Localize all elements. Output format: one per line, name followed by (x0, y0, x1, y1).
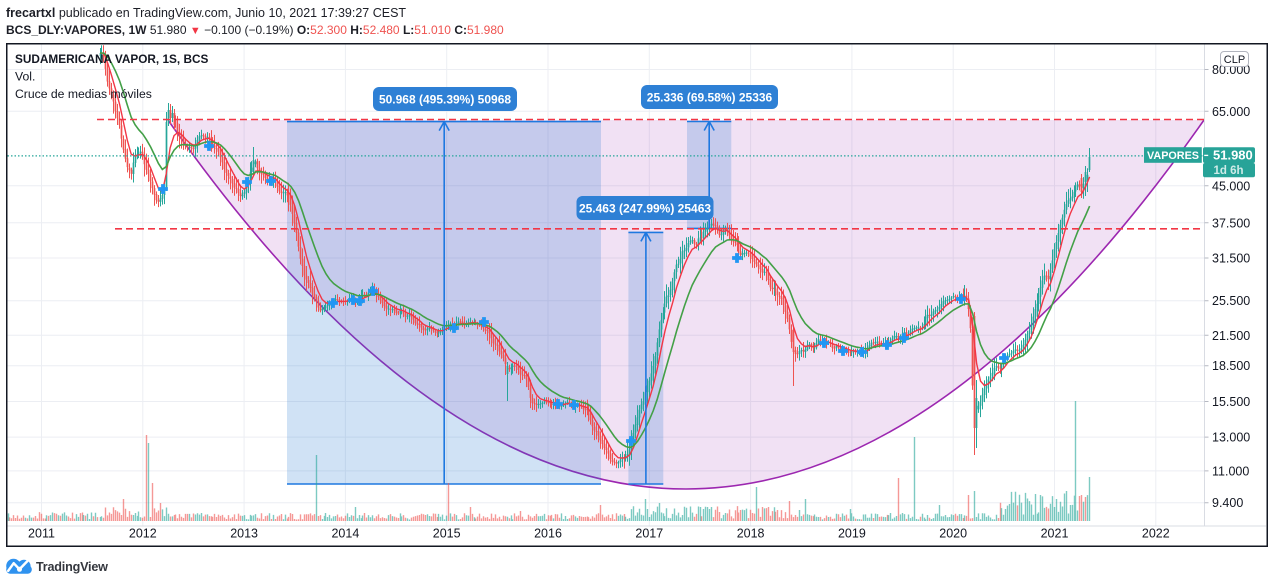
svg-text:45.000: 45.000 (1212, 179, 1250, 193)
svg-text:21.500: 21.500 (1212, 329, 1250, 343)
svg-text:Vol.: Vol. (15, 70, 35, 84)
svg-text:2020: 2020 (939, 527, 967, 541)
svg-text:BCS_DLY:VAPORES, 1W 51.980 ▼: BCS_DLY:VAPORES, 1W 51.980 ▼ −0.100 (−0.… (6, 23, 504, 37)
svg-text:2014: 2014 (331, 527, 359, 541)
svg-text:2022: 2022 (1142, 527, 1170, 541)
svg-text:13.000: 13.000 (1212, 431, 1250, 445)
svg-text:50.968 (495.39%) 50968: 50.968 (495.39%) 50968 (379, 92, 511, 106)
svg-text:11.000: 11.000 (1212, 464, 1249, 478)
svg-text:2015: 2015 (433, 527, 461, 541)
svg-text:65.000: 65.000 (1212, 105, 1250, 119)
svg-text:2016: 2016 (534, 527, 562, 541)
svg-text:1d 6h: 1d 6h (1214, 165, 1244, 177)
svg-text:25.463 (247.99%) 25463: 25.463 (247.99%) 25463 (579, 201, 711, 215)
svg-text:Cruce de medias móviles: Cruce de medias móviles (15, 87, 152, 101)
svg-text:25.336 (69.58%) 25336: 25.336 (69.58%) 25336 (647, 90, 773, 104)
svg-text:SUDAMERICANA VAPOR, 1S, BCS: SUDAMERICANA VAPOR, 1S, BCS (15, 52, 208, 66)
svg-text:25.500: 25.500 (1212, 294, 1250, 308)
svg-text:TradingView: TradingView (36, 560, 108, 574)
svg-text:frecartxl publicado en Trading: frecartxl publicado en TradingView.com, … (6, 6, 406, 20)
svg-text:2013: 2013 (230, 527, 258, 541)
svg-text:31.500: 31.500 (1212, 252, 1250, 266)
svg-text:2017: 2017 (635, 527, 663, 541)
svg-text:2021: 2021 (1041, 527, 1069, 541)
svg-text:15.500: 15.500 (1212, 395, 1250, 409)
svg-text:9.400: 9.400 (1212, 496, 1243, 510)
svg-text:51.980: 51.980 (1213, 148, 1253, 163)
svg-text:2012: 2012 (129, 527, 157, 541)
svg-text:18.500: 18.500 (1212, 359, 1250, 373)
svg-text:CLP: CLP (1224, 54, 1245, 66)
svg-text:2011: 2011 (28, 527, 55, 541)
svg-text:2019: 2019 (838, 527, 866, 541)
svg-text:37.500: 37.500 (1212, 216, 1250, 230)
svg-text:VAPORES: VAPORES (1147, 150, 1199, 162)
svg-text:2018: 2018 (737, 527, 765, 541)
